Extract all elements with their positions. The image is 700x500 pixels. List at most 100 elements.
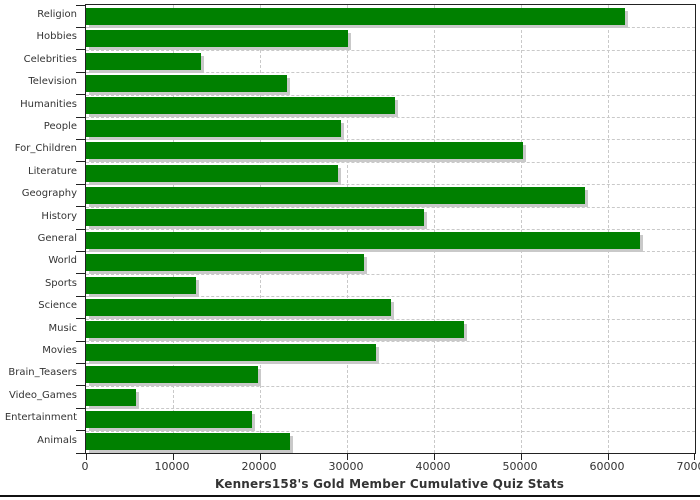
horizontal-gridline	[86, 27, 695, 29]
x-axis-tick	[86, 454, 87, 460]
bar-science	[86, 298, 391, 316]
y-axis-tick	[76, 4, 86, 6]
category-label-religion: Religion	[37, 9, 77, 20]
horizontal-gridline	[86, 408, 695, 410]
bar-movies	[86, 343, 376, 361]
horizontal-gridline	[86, 72, 695, 74]
bottom-border-line	[0, 495, 700, 497]
y-axis-tick	[76, 407, 86, 409]
x-tick-label: 10000	[154, 460, 190, 473]
bar-hobbies	[86, 30, 348, 48]
y-axis-tick	[76, 116, 86, 118]
bar-entertainment	[86, 410, 253, 428]
horizontal-gridline	[86, 296, 695, 298]
category-label-video_games: Video_Games	[9, 389, 77, 401]
y-axis-tick	[76, 71, 86, 73]
horizontal-gridline	[86, 251, 695, 253]
horizontal-gridline	[86, 430, 695, 432]
x-tick-label: 30000	[328, 460, 364, 473]
x-axis-tick	[260, 454, 261, 460]
bar-video_games	[86, 388, 137, 406]
bar-history	[86, 209, 424, 227]
chart-title: Kenners158's Gold Member Cumulative Quiz…	[214, 477, 565, 491]
category-label-science: Science	[38, 300, 77, 312]
x-axis-tick	[521, 454, 522, 460]
y-axis-tick	[76, 430, 86, 432]
category-label-people: People	[43, 121, 77, 132]
y-axis-tick	[76, 26, 86, 28]
category-label-general: General	[37, 233, 77, 244]
x-axis-tick	[347, 454, 348, 460]
y-axis-tick	[76, 385, 86, 387]
category-label-entertainment: Entertainment	[4, 412, 77, 424]
bar-sports	[86, 276, 196, 294]
horizontal-gridline	[86, 184, 695, 186]
bar-television	[86, 74, 287, 92]
y-axis-tick	[76, 273, 86, 275]
category-label-literature: Literature	[28, 165, 77, 177]
category-label-geography: Geography	[21, 188, 77, 200]
category-label-movies: Movies	[42, 345, 77, 356]
category-label-celebrities: Celebrities	[23, 53, 77, 65]
y-axis-tick	[76, 318, 86, 320]
bar-literature	[86, 164, 339, 182]
y-axis-tick	[76, 362, 86, 364]
y-axis-tick	[76, 206, 86, 208]
horizontal-gridline	[86, 385, 695, 387]
bar-music	[86, 321, 465, 339]
y-axis-tick	[76, 340, 86, 342]
category-label-humanities: Humanities	[20, 98, 77, 110]
category-label-sports: Sports	[44, 277, 77, 289]
x-axis-tick	[173, 454, 174, 460]
horizontal-gridline	[86, 318, 695, 320]
horizontal-gridline	[86, 161, 695, 163]
y-axis-tick	[76, 250, 86, 252]
y-axis-tick	[76, 49, 86, 51]
bar-for_children	[86, 142, 523, 160]
horizontal-gridline	[86, 117, 695, 118]
category-label-music: Music	[48, 322, 77, 334]
bar-humanities	[86, 97, 395, 115]
plot-area	[76, 4, 696, 460]
bar-animals	[86, 433, 291, 451]
category-label-animals: Animals	[37, 434, 77, 446]
category-label-for_children: For_Children	[14, 143, 77, 155]
x-tick-label: 0	[81, 460, 89, 473]
category-label-brain_teasers: Brain_Teasers	[8, 367, 77, 379]
x-tick-label: 60000	[589, 460, 625, 473]
category-label-hobbies: Hobbies	[36, 31, 77, 43]
bar-religion	[86, 7, 626, 25]
y-axis-tick	[76, 183, 86, 185]
horizontal-gridline	[86, 206, 695, 208]
horizontal-gridline	[86, 229, 695, 230]
y-axis-tick	[76, 452, 86, 454]
horizontal-gridline	[86, 273, 695, 275]
bar-people	[86, 119, 341, 137]
y-axis-tick	[76, 94, 86, 96]
horizontal-gridline	[86, 94, 695, 96]
x-tick-label: 50000	[502, 460, 538, 473]
horizontal-gridline	[86, 363, 695, 365]
horizontal-gridline	[86, 139, 695, 141]
bar-general	[86, 231, 641, 249]
x-axis-tick	[608, 454, 609, 460]
horizontal-gridline	[86, 49, 695, 51]
category-label-world: World	[48, 255, 77, 267]
category-label-history: History	[41, 210, 77, 222]
x-axis-tick	[434, 454, 435, 460]
bar-geography	[86, 186, 586, 204]
bar-world	[86, 254, 365, 272]
y-axis-tick	[76, 228, 86, 230]
x-tick-label: 20000	[241, 460, 277, 473]
y-axis-tick	[76, 161, 86, 163]
horizontal-gridline	[86, 341, 695, 342]
x-tick-label: 70000	[676, 460, 700, 473]
y-axis-tick	[76, 138, 86, 140]
bar-celebrities	[86, 52, 201, 70]
bar-brain_teasers	[86, 366, 259, 384]
x-tick-label: 40000	[415, 460, 451, 473]
x-axis-tick	[694, 454, 695, 460]
category-label-television: Television	[28, 76, 77, 88]
y-axis-tick	[76, 295, 86, 297]
